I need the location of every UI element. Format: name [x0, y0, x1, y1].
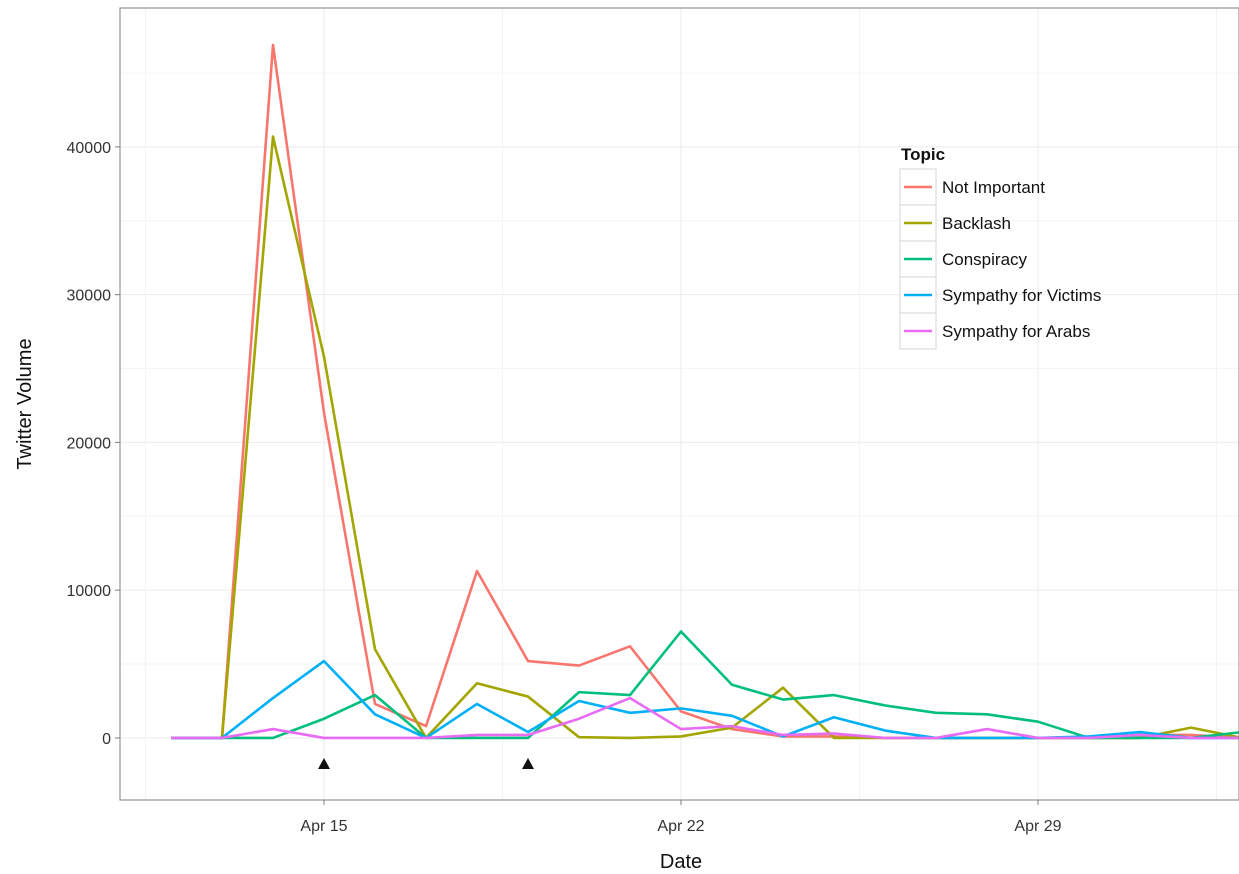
- x-axis-ticks: Apr 15 Apr 22 Apr 29: [300, 800, 1062, 835]
- y-axis-title: Twitter Volume: [14, 338, 36, 469]
- legend-label: Not Important: [942, 178, 1045, 197]
- legend-title: Topic: [901, 145, 945, 164]
- legend-label: Sympathy for Arabs: [942, 322, 1090, 341]
- x-tick-label: Apr 29: [1014, 818, 1061, 835]
- event-markers: [318, 758, 534, 769]
- legend-label: Conspiracy: [942, 250, 1028, 269]
- plot-panel: [120, 8, 1239, 800]
- y-tick-label: 10000: [67, 583, 112, 600]
- y-axis-ticks: 0 10000 20000 30000 40000: [67, 140, 120, 748]
- series-line-sympathy-for-victims: [171, 659, 1239, 740]
- y-tick-label: 30000: [67, 288, 112, 305]
- event-marker-triangle: [318, 758, 330, 769]
- y-tick-label: 20000: [67, 435, 112, 452]
- legend-label: Sympathy for Victims: [942, 286, 1101, 305]
- series-lines: [171, 43, 1239, 740]
- legend: Topic Not Important Backlash Conspiracy Sym…: [899, 145, 1101, 350]
- x-axis-title: Date: [660, 851, 702, 873]
- plot-border: [119, 7, 1239, 801]
- y-tick-label: 0: [102, 731, 111, 748]
- x-tick-label: Apr 15: [300, 818, 347, 835]
- x-tick-label: Apr 22: [657, 818, 704, 835]
- legend-label: Backlash: [942, 214, 1011, 233]
- event-marker-triangle: [522, 758, 534, 769]
- y-tick-label: 40000: [67, 140, 112, 157]
- series-line-sympathy-for-arabs: [171, 696, 1239, 740]
